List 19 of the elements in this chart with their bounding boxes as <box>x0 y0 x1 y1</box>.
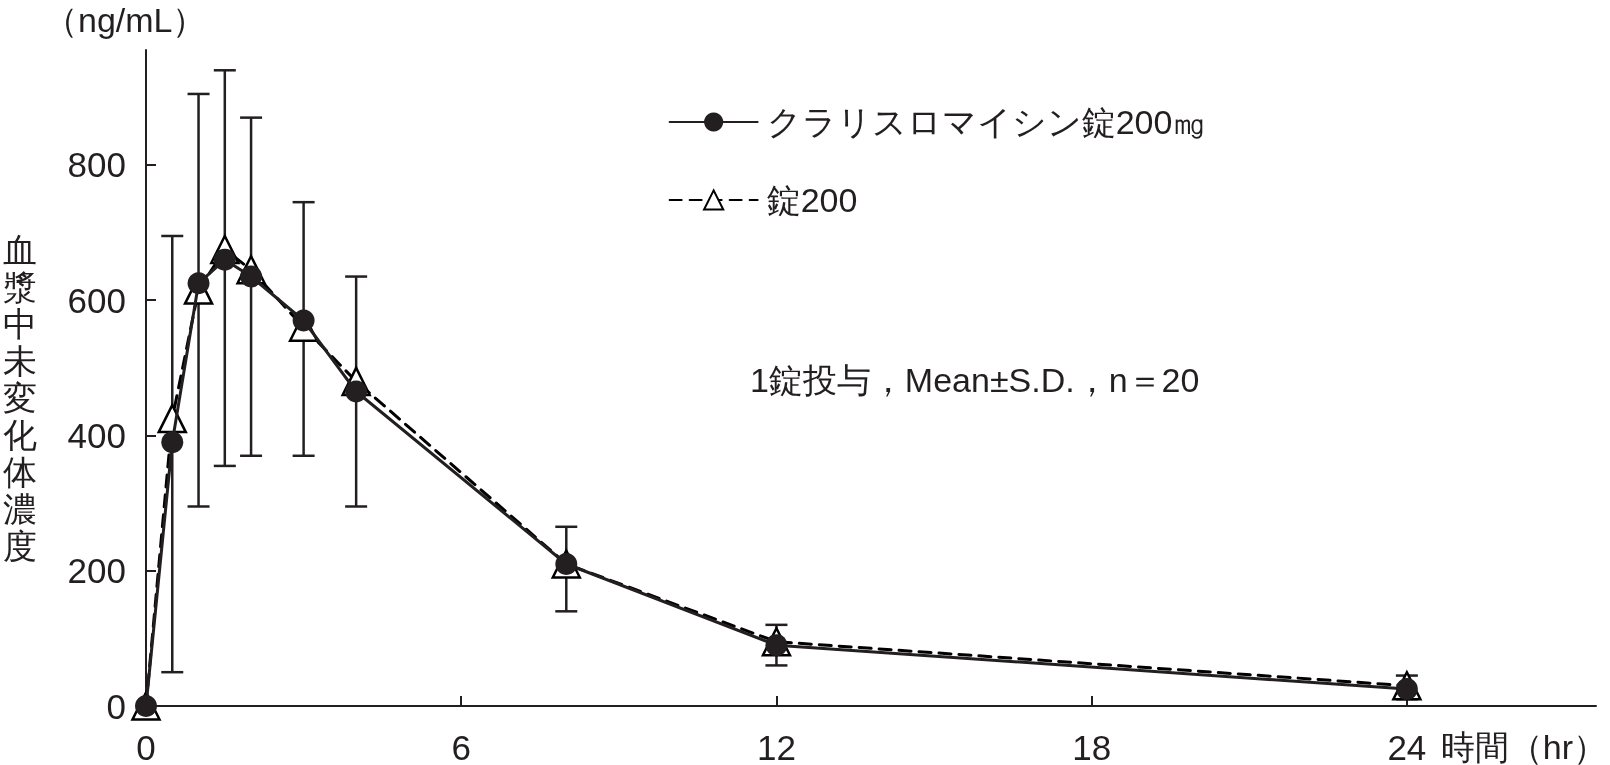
y-tick-label: 200 <box>67 551 126 591</box>
point <box>187 272 210 295</box>
annotation: 1錠投与，Mean±S.D.，n＝20 <box>749 360 1200 399</box>
x-tick-label: 18 <box>1072 728 1112 765</box>
legend-label: 錠200 <box>766 181 858 219</box>
text: （ng/mL） <box>44 1 207 39</box>
y-tick-label: 600 <box>67 280 126 320</box>
point <box>292 309 315 332</box>
y-tick-label: 800 <box>67 145 126 185</box>
text: 血漿中未変化体濃度 <box>3 231 37 566</box>
x-tick-label: 12 <box>756 728 796 765</box>
y-tick-label: 400 <box>67 415 126 455</box>
y-tick-label: 0 <box>106 686 126 726</box>
point <box>161 431 184 454</box>
x-axis-title: 時間（hr） <box>1440 728 1607 765</box>
legend-label: クラリスロマイシン錠200㎎ <box>766 103 1207 141</box>
x-tick-label: 24 <box>1387 728 1427 765</box>
x-tick-label: 0 <box>136 728 156 765</box>
x-tick-label: 6 <box>451 728 471 765</box>
